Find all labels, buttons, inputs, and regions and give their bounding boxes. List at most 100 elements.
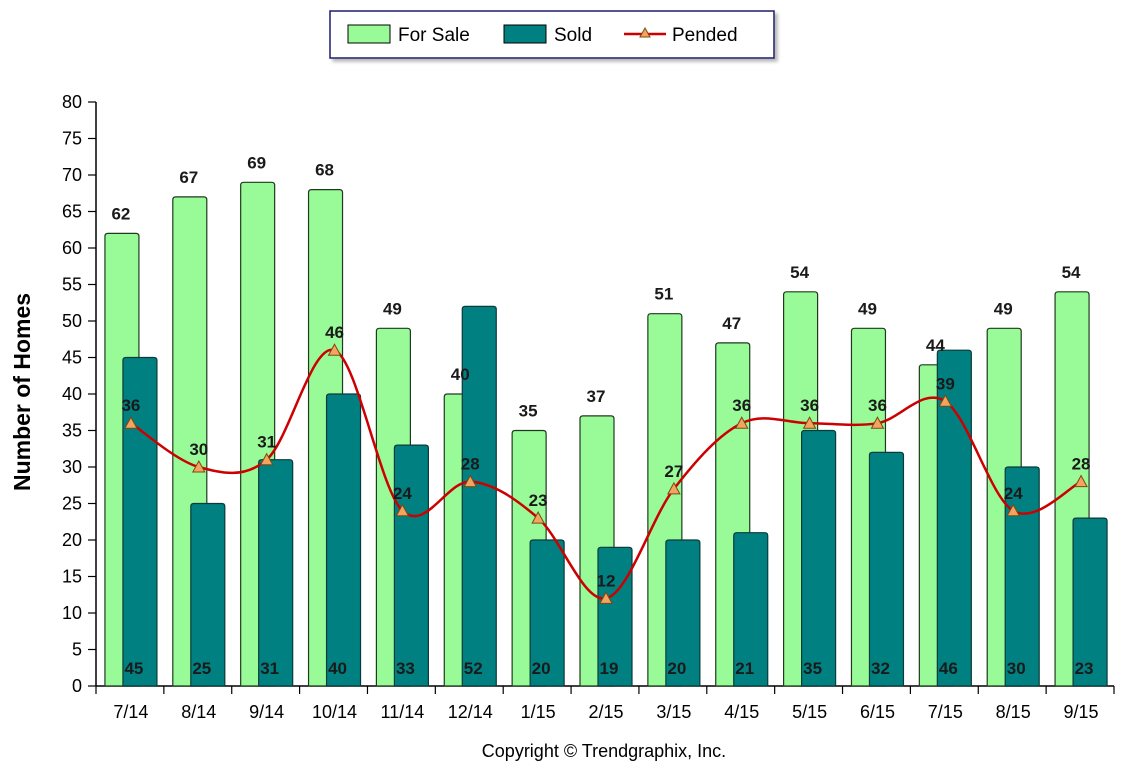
data-label-sold: 33 — [396, 659, 415, 678]
data-label-sold: 40 — [328, 659, 347, 678]
data-label-pended: 36 — [868, 396, 887, 415]
copyright-text: Copyright © Trendgraphix, Inc. — [482, 741, 726, 761]
pended-marker — [1006, 503, 1021, 517]
x-tick-label: 8/15 — [996, 702, 1031, 722]
data-label-for-sale: 44 — [926, 336, 945, 355]
y-tick-label: 20 — [62, 530, 82, 550]
data-label-for-sale: 54 — [1062, 263, 1081, 282]
x-tick-label: 3/15 — [656, 702, 691, 722]
data-label-for-sale: 54 — [790, 263, 809, 282]
data-label-pended: 24 — [1004, 484, 1023, 503]
y-tick-label: 60 — [62, 238, 82, 258]
pended-marker — [802, 416, 817, 429]
data-label-sold: 32 — [871, 659, 890, 678]
legend-swatch-for-sale — [347, 24, 391, 44]
bar-sold — [190, 502, 226, 687]
pended-marker — [938, 394, 953, 407]
pended-marker — [463, 474, 478, 488]
y-tick-label: 80 — [62, 92, 82, 112]
data-label-for-sale: 40 — [451, 365, 470, 384]
bar-sold — [529, 539, 565, 687]
data-label-for-sale: 35 — [519, 402, 538, 421]
legend-marker-pended — [639, 26, 651, 38]
x-tick-label: 8/14 — [181, 702, 216, 722]
data-label-pended: 36 — [121, 396, 140, 415]
data-label-for-sale: 49 — [858, 299, 877, 318]
data-label-for-sale: 67 — [179, 168, 198, 187]
data-label-pended: 39 — [936, 374, 955, 393]
data-label-sold: 20 — [667, 659, 686, 678]
data-label-sold: 52 — [464, 659, 483, 678]
x-tick-label: 6/15 — [860, 702, 895, 722]
y-tick-label: 50 — [62, 311, 82, 331]
axes: 0 5 10 15 20 25 30 35 40 45 50 55 60 65 70 75 80 7/14 8/14… — [62, 92, 1115, 722]
data-label-for-sale: 49 — [383, 299, 402, 318]
bar-sold — [801, 429, 837, 687]
pended-marker — [191, 459, 206, 473]
x-tick-label: 11/14 — [381, 702, 425, 722]
pended-line — [130, 348, 1082, 600]
bar-sold — [1004, 466, 1040, 687]
y-tick-label: 30 — [62, 457, 82, 477]
data-label-pended: 36 — [732, 396, 751, 415]
data-label-for-sale: 62 — [111, 204, 130, 223]
data-label-sold: 30 — [1007, 659, 1026, 678]
legend-label-pended: Pended — [672, 25, 738, 46]
pended-marker — [327, 343, 342, 356]
legend-swatch-sold — [503, 24, 547, 44]
pended-marker — [531, 511, 545, 524]
data-label-for-sale: 37 — [587, 387, 606, 406]
bar-sold — [665, 539, 701, 687]
pended-marker — [599, 591, 613, 604]
bar-sold — [461, 305, 497, 687]
bar-sold — [258, 459, 294, 687]
legend: For Sale Sold Pended — [329, 10, 775, 59]
legend-label-for-sale: For Sale — [398, 25, 470, 46]
y-tick-label: 55 — [62, 275, 82, 295]
data-label-pended: 30 — [189, 440, 208, 459]
x-tick-label: 7/14 — [113, 702, 148, 722]
data-label-pended: 12 — [597, 571, 616, 590]
data-label-sold: 25 — [192, 659, 211, 678]
y-tick-label: 70 — [62, 165, 82, 185]
y-tick-label: 65 — [62, 202, 82, 222]
y-tick-label: 35 — [62, 421, 82, 441]
pended-marker — [667, 481, 681, 495]
data-label-for-sale: 47 — [722, 314, 741, 333]
data-label-for-sale: 69 — [247, 153, 266, 172]
data-label-pended: 46 — [325, 323, 344, 342]
y-tick-label: 75 — [62, 129, 82, 149]
pended-marker — [124, 416, 138, 429]
bar-sold — [1072, 517, 1108, 687]
data-label-sold: 46 — [939, 659, 958, 678]
bar-sold — [868, 451, 905, 687]
y-tick-label: 25 — [62, 494, 82, 514]
data-label-for-sale: 68 — [315, 161, 334, 180]
x-tick-label: 1/15 — [521, 702, 556, 722]
data-label-sold: 23 — [1075, 659, 1094, 678]
data-label-pended: 23 — [529, 491, 548, 510]
x-tick-label: 4/15 — [724, 702, 759, 722]
x-tick-label: 9/14 — [249, 702, 284, 722]
pended-marker — [395, 503, 410, 517]
pended-marker — [259, 452, 274, 466]
y-tick-label: 10 — [62, 603, 82, 623]
bar-sold — [122, 356, 158, 687]
data-label-sold: 21 — [735, 659, 754, 678]
bar-sold — [936, 349, 972, 687]
x-tick-label: 12/14 — [448, 702, 493, 722]
x-tick-label: 10/14 — [312, 702, 357, 722]
pended-marker — [870, 416, 885, 429]
data-label-sold: 19 — [600, 659, 619, 678]
y-axis-title: Number of Homes — [9, 293, 35, 491]
x-tick-label: 9/15 — [1064, 702, 1099, 722]
pended-line-layer — [124, 343, 1088, 604]
y-tick-label: 40 — [62, 384, 82, 404]
data-label-sold: 45 — [124, 659, 143, 678]
bar-sold — [325, 393, 362, 687]
y-tick-label: 5 — [72, 640, 82, 660]
pended-marker — [734, 416, 749, 429]
bars — [104, 181, 1108, 687]
data-label-for-sale: 49 — [994, 299, 1013, 318]
